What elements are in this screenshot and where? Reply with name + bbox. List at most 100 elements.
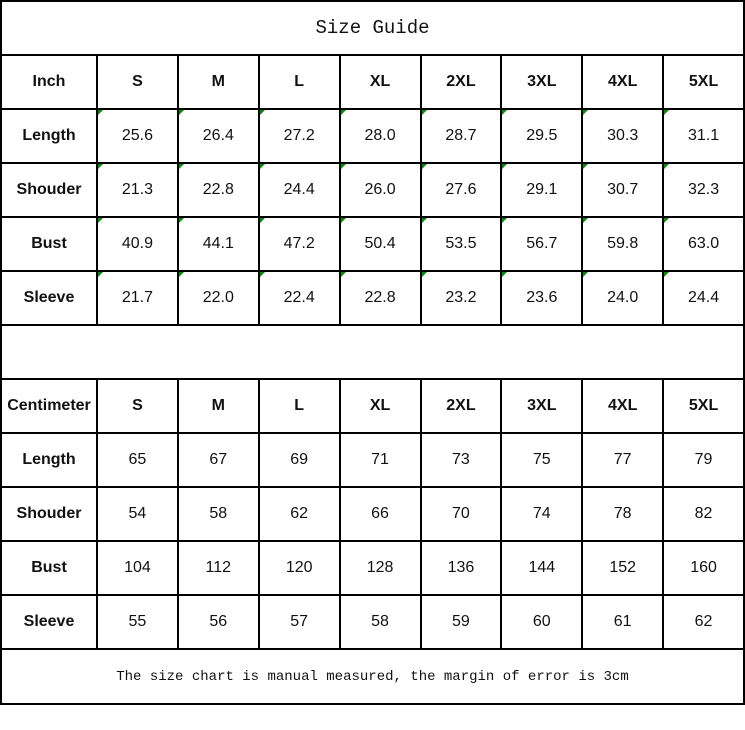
cm-row-length: Length 65 67 69 71 73 75 77 79 (0, 432, 745, 488)
measurement-value: 57 (257, 594, 341, 650)
measurement-value: 21.7 (96, 270, 179, 326)
measurement-value: 30.7 (581, 162, 665, 218)
measurement-label: Bust (0, 216, 98, 272)
measurement-value: 120 (257, 540, 341, 596)
spacer-row (0, 324, 745, 380)
measurement-label: Shouder (0, 486, 98, 542)
measurement-value: 58 (176, 486, 260, 542)
spacer-cell (0, 324, 745, 380)
measurement-value: 144 (500, 540, 584, 596)
measurement-value: 56 (176, 594, 260, 650)
inch-row-shouder: Shouder 21.3 22.8 24.4 26.0 27.6 29.1 30.7 32.3 (0, 162, 745, 218)
measurement-value: 112 (176, 540, 260, 596)
measurement-value: 160 (662, 540, 745, 596)
title-row: Size Guide (0, 0, 745, 56)
size-header-2XL: 2XL (419, 54, 503, 110)
measurement-value: 62 (662, 594, 745, 650)
measurement-value: 28.7 (419, 108, 503, 164)
size-header-L: L (257, 54, 341, 110)
measurement-value: 67 (176, 432, 260, 488)
measurement-value: 58 (338, 594, 422, 650)
inch-row-bust: Bust 40.9 44.1 47.2 50.4 53.5 56.7 59.8 63.0 (0, 216, 745, 272)
measurement-value: 32.3 (662, 162, 745, 218)
measurement-value: 31.1 (662, 108, 745, 164)
measurement-value: 78 (581, 486, 665, 542)
size-header-XL: XL (338, 378, 422, 434)
measurement-value: 70 (419, 486, 503, 542)
measurement-value: 75 (500, 432, 584, 488)
measurement-value: 53.5 (419, 216, 503, 272)
measurement-label: Bust (0, 540, 98, 596)
measurement-value: 26.4 (176, 108, 260, 164)
measurement-value: 29.1 (500, 162, 584, 218)
table-title: Size Guide (0, 0, 745, 56)
size-header-XL: XL (338, 54, 422, 110)
cm-row-shouder: Shouder 54 58 62 66 70 74 78 82 (0, 486, 745, 542)
measurement-value: 22.8 (338, 270, 422, 326)
measurement-value: 56.7 (500, 216, 584, 272)
measurement-value: 29.5 (500, 108, 584, 164)
inch-row-sleeve: Sleeve 21.7 22.0 22.4 22.8 23.2 23.6 24.0 24.4 (0, 270, 745, 326)
measurement-value: 26.0 (338, 162, 422, 218)
measurement-value: 23.6 (500, 270, 584, 326)
measurement-value: 128 (338, 540, 422, 596)
measurement-label: Sleeve (0, 594, 98, 650)
measurement-value: 22.8 (176, 162, 260, 218)
measurement-value: 77 (581, 432, 665, 488)
size-header-3XL: 3XL (500, 378, 584, 434)
measurement-value: 25.6 (96, 108, 179, 164)
measurement-label: Sleeve (0, 270, 98, 326)
measurement-value: 73 (419, 432, 503, 488)
measurement-label: Shouder (0, 162, 98, 218)
size-header-M: M (176, 54, 260, 110)
inch-unit-label: Inch (0, 54, 98, 110)
measurement-value: 44.1 (176, 216, 260, 272)
cm-row-sleeve: Sleeve 55 56 57 58 59 60 61 62 (0, 594, 745, 650)
cm-header-row: Centimeter S M L XL 2XL 3XL 4XL 5XL (0, 378, 745, 434)
size-header-5XL: 5XL (662, 54, 745, 110)
measurement-value: 61 (581, 594, 665, 650)
measurement-value: 54 (96, 486, 179, 542)
size-header-S: S (96, 378, 179, 434)
measurement-value: 74 (500, 486, 584, 542)
measurement-value: 27.2 (257, 108, 341, 164)
measurement-value: 59 (419, 594, 503, 650)
size-guide-table: Size Guide Inch S M L XL 2XL 3XL 4XL 5XL Length 25.… (0, 0, 745, 705)
measurement-value: 23.2 (419, 270, 503, 326)
cm-unit-label: Centimeter (0, 378, 98, 434)
cm-row-bust: Bust 104 112 120 128 136 144 152 160 (0, 540, 745, 596)
measurement-value: 22.4 (257, 270, 341, 326)
measurement-value: 24.4 (662, 270, 745, 326)
measurement-value: 82 (662, 486, 745, 542)
note-row: The size chart is manual measured, the m… (0, 648, 745, 705)
footnote: The size chart is manual measured, the m… (0, 648, 745, 705)
measurement-label: Length (0, 432, 98, 488)
measurement-value: 65 (96, 432, 179, 488)
measurement-value: 24.0 (581, 270, 665, 326)
inch-header-row: Inch S M L XL 2XL 3XL 4XL 5XL (0, 54, 745, 110)
measurement-value: 152 (581, 540, 665, 596)
size-header-M: M (176, 378, 260, 434)
measurement-value: 69 (257, 432, 341, 488)
size-header-2XL: 2XL (419, 378, 503, 434)
measurement-value: 24.4 (257, 162, 341, 218)
measurement-value: 55 (96, 594, 179, 650)
measurement-value: 136 (419, 540, 503, 596)
measurement-value: 66 (338, 486, 422, 542)
measurement-value: 50.4 (338, 216, 422, 272)
measurement-value: 71 (338, 432, 422, 488)
measurement-label: Length (0, 108, 98, 164)
measurement-value: 104 (96, 540, 179, 596)
measurement-value: 47.2 (257, 216, 341, 272)
measurement-value: 60 (500, 594, 584, 650)
measurement-value: 40.9 (96, 216, 179, 272)
size-header-3XL: 3XL (500, 54, 584, 110)
inch-row-length: Length 25.6 26.4 27.2 28.0 28.7 29.5 30.3 31.1 (0, 108, 745, 164)
size-header-4XL: 4XL (581, 54, 665, 110)
size-header-5XL: 5XL (662, 378, 745, 434)
size-header-L: L (257, 378, 341, 434)
measurement-value: 59.8 (581, 216, 665, 272)
measurement-value: 30.3 (581, 108, 665, 164)
measurement-value: 79 (662, 432, 745, 488)
measurement-value: 21.3 (96, 162, 179, 218)
